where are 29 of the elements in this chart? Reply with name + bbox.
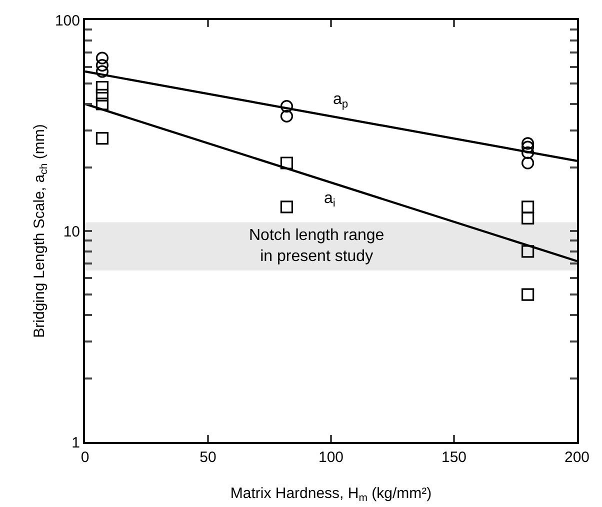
x-axis-title: Matrix Hardness, H$_{m}$ (kg/mm²) (230, 485, 432, 504)
point (280, 156, 294, 170)
point (280, 110, 294, 122)
band-label: Notch length range in present study (249, 227, 384, 265)
point (96, 65, 109, 78)
point (522, 288, 534, 301)
point (522, 200, 534, 214)
point (522, 245, 534, 258)
point (280, 100, 294, 113)
x-tick-label: 150 (441, 449, 467, 466)
x-tick-label: 50 (200, 449, 216, 466)
point (522, 137, 534, 150)
y-tick-label: 100 (54, 12, 80, 30)
x-tick-label: 200 (564, 449, 590, 466)
y-tick-label: 10 (63, 223, 80, 240)
point (522, 212, 534, 224)
x-tick-label: 100 (318, 449, 344, 466)
point (96, 132, 109, 145)
point (96, 98, 109, 110)
point (96, 80, 109, 94)
point (96, 88, 109, 102)
series-label: a$_{p}$ (333, 91, 348, 110)
x-tick-label: 0 (80, 449, 90, 466)
point (522, 156, 534, 170)
y-tick-label: 1 (72, 434, 80, 452)
point (96, 52, 109, 64)
point (96, 59, 109, 72)
point (280, 200, 294, 214)
series-label: a$_{i}$ (324, 190, 336, 210)
